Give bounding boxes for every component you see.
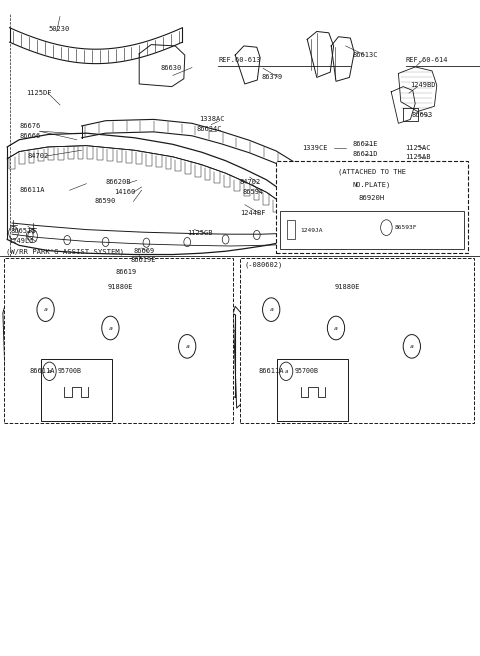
Text: a: a: [269, 307, 273, 312]
Text: a: a: [410, 344, 414, 349]
Text: 1125AB: 1125AB: [406, 154, 431, 161]
Text: 91880E: 91880E: [335, 284, 360, 291]
Text: a: a: [44, 307, 48, 312]
FancyBboxPatch shape: [277, 359, 348, 421]
Text: 86619: 86619: [115, 269, 136, 276]
Text: 86620B: 86620B: [106, 178, 131, 185]
Text: 86611A: 86611A: [30, 367, 55, 374]
Text: a: a: [284, 369, 288, 374]
Text: (ATTACHED TO THE: (ATTACHED TO THE: [338, 169, 406, 175]
FancyBboxPatch shape: [280, 211, 464, 249]
Text: 1249BD: 1249BD: [410, 82, 436, 89]
Text: 86593F: 86593F: [395, 225, 418, 230]
Text: 84702: 84702: [240, 179, 261, 186]
Text: 95700B: 95700B: [58, 368, 82, 375]
Text: 86669: 86669: [133, 247, 155, 254]
Circle shape: [102, 316, 119, 340]
Text: 1338AC: 1338AC: [199, 116, 225, 123]
Text: 1249LJ: 1249LJ: [9, 238, 34, 245]
Text: a: a: [48, 369, 51, 374]
Text: 86613C: 86613C: [353, 52, 378, 58]
Text: 86920H: 86920H: [359, 195, 385, 201]
Text: 86621E: 86621E: [353, 141, 378, 148]
Text: 86379: 86379: [262, 74, 283, 81]
Circle shape: [263, 298, 280, 321]
Text: 86594: 86594: [242, 189, 264, 195]
Text: 50230: 50230: [48, 26, 69, 32]
Text: 86651G: 86651G: [11, 228, 36, 234]
Text: 1249JA: 1249JA: [300, 228, 323, 234]
Text: 86630: 86630: [161, 64, 182, 71]
Text: 86676: 86676: [19, 123, 40, 129]
Text: 14160: 14160: [114, 188, 135, 195]
Text: 91880E: 91880E: [108, 284, 133, 291]
Circle shape: [37, 298, 54, 321]
Circle shape: [327, 316, 345, 340]
Text: 86693: 86693: [412, 112, 433, 118]
FancyBboxPatch shape: [240, 258, 474, 423]
Text: 1125GB: 1125GB: [187, 230, 213, 236]
Text: 86621D: 86621D: [353, 151, 378, 157]
Circle shape: [43, 362, 56, 380]
Text: REF.60-613: REF.60-613: [218, 57, 261, 64]
Text: 84702: 84702: [28, 153, 49, 159]
Text: 1339CE: 1339CE: [302, 144, 328, 151]
Text: 86590: 86590: [94, 197, 115, 204]
FancyBboxPatch shape: [276, 161, 468, 253]
Text: (W/RR PARK'G ASSIST SYSTEM): (W/RR PARK'G ASSIST SYSTEM): [6, 249, 124, 255]
Text: NO.PLATE): NO.PLATE): [353, 181, 391, 188]
Text: 86666: 86666: [19, 133, 40, 139]
Text: 86634C: 86634C: [197, 126, 222, 133]
Text: 86619E: 86619E: [131, 257, 156, 264]
Text: 95700B: 95700B: [295, 368, 319, 375]
Text: 86611A: 86611A: [258, 367, 284, 374]
Circle shape: [403, 335, 420, 358]
Text: 1125DF: 1125DF: [26, 90, 52, 96]
FancyBboxPatch shape: [41, 359, 112, 421]
Text: REF.60-614: REF.60-614: [406, 57, 448, 64]
Text: a: a: [185, 344, 189, 349]
Text: 1125AC: 1125AC: [406, 144, 431, 151]
Circle shape: [279, 362, 293, 380]
FancyBboxPatch shape: [4, 258, 233, 423]
Circle shape: [179, 335, 196, 358]
Text: a: a: [108, 325, 112, 331]
Text: a: a: [334, 325, 338, 331]
Text: 1244BF: 1244BF: [240, 209, 265, 216]
Text: (-080602): (-080602): [245, 261, 283, 268]
Text: 86611A: 86611A: [19, 187, 45, 194]
